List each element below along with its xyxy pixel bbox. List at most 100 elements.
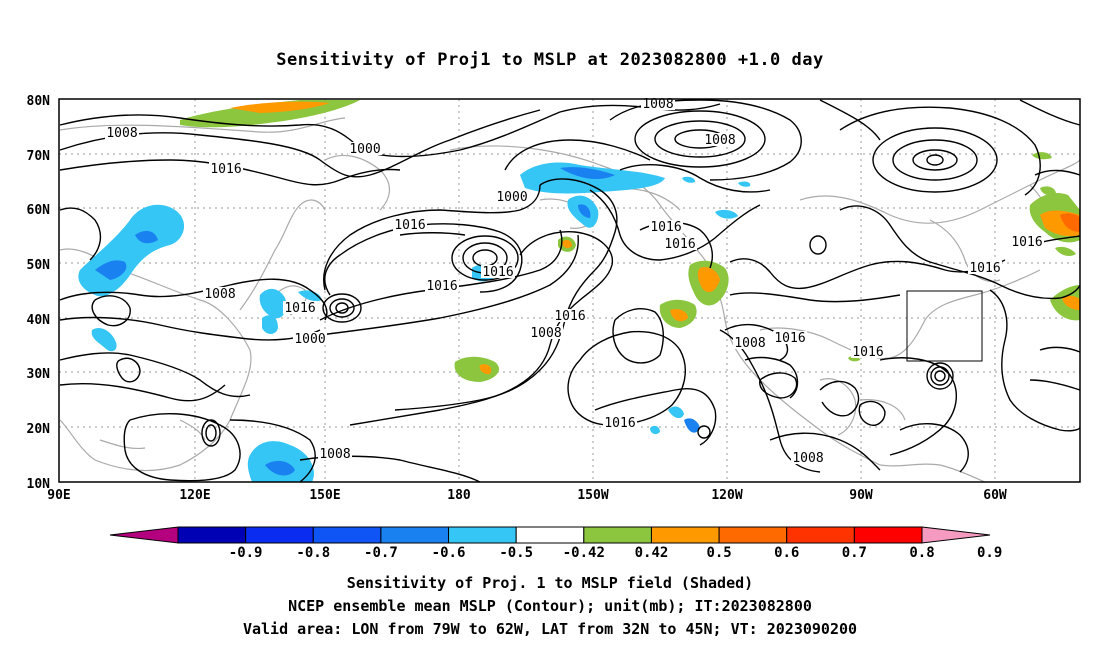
lon-label: 150E bbox=[309, 488, 340, 503]
contour-label-bg bbox=[283, 301, 317, 314]
contour-label: 1016 bbox=[604, 416, 635, 431]
lat-label: 30N bbox=[27, 367, 51, 382]
colorbar: -0.9 -0.8 -0.7 -0.6 -0.5 -0.42 0.42 0.5 0.6 0.7 0.… bbox=[109, 526, 1002, 561]
contour-label: 1008 bbox=[734, 336, 765, 351]
contour-label: 1000 bbox=[349, 142, 380, 157]
lon-label: 150W bbox=[577, 488, 608, 503]
lat-label: 70N bbox=[27, 149, 51, 164]
lat-label: 40N bbox=[27, 313, 51, 328]
colorbar-label: 0.9 bbox=[977, 545, 1002, 561]
colorbar-max-arrow bbox=[921, 526, 991, 544]
caption-contour: NCEP ensemble mean MSLP (Contour); unit(… bbox=[288, 597, 812, 615]
contour-label-bg bbox=[203, 287, 237, 300]
contour-label: 1008 bbox=[204, 287, 235, 302]
colorbar-segment bbox=[380, 526, 450, 544]
contour-label-bg bbox=[968, 261, 1002, 274]
caption-shading: Sensitivity of Proj. 1 to MSLP field (Sh… bbox=[346, 574, 754, 592]
colorbar-segment bbox=[245, 526, 314, 544]
contour-label-bg bbox=[603, 416, 637, 429]
contour-label-bg bbox=[773, 331, 807, 344]
contour-label: 1008 bbox=[106, 126, 137, 141]
colorbar-segment bbox=[448, 526, 517, 544]
contour-label: 1016 bbox=[664, 237, 695, 252]
contour-label-bg bbox=[703, 133, 737, 146]
lon-label: 60W bbox=[983, 488, 1007, 503]
contour-label-bg bbox=[348, 142, 382, 155]
mslp-contours bbox=[59, 99, 1081, 483]
contour-labels: 1008 1000 1016 1008 1016 1000 1008 1016 1016 1016… bbox=[105, 97, 1044, 466]
colorbar-segment bbox=[853, 526, 923, 544]
lon-label: 90W bbox=[849, 488, 873, 503]
contour-label-bg bbox=[641, 97, 675, 110]
lon-label: 120E bbox=[179, 488, 210, 503]
colorbar-label: -0.7 bbox=[364, 545, 398, 561]
lon-label: 90E bbox=[47, 488, 70, 503]
colorbar-label: 0.42 bbox=[635, 545, 669, 561]
colorbar-segment bbox=[583, 526, 652, 544]
contour-label: 1000 bbox=[496, 190, 527, 205]
colorbar-label: -0.8 bbox=[296, 545, 330, 561]
lat-label: 20N bbox=[27, 422, 51, 437]
contour-label: 1008 bbox=[530, 326, 561, 341]
contour-label-bg bbox=[529, 326, 563, 339]
plot-frame bbox=[58, 98, 1081, 483]
colorbar-min-arrow bbox=[109, 526, 179, 544]
lat-label: 80N bbox=[27, 94, 51, 109]
contour-label: 1016 bbox=[426, 279, 457, 294]
valid-area-box bbox=[906, 290, 983, 362]
figure-title: Sensitivity of Proj1 to MSLP at 20230828… bbox=[276, 50, 824, 70]
contour-label-bg bbox=[553, 309, 587, 322]
colorbar-label: 0.5 bbox=[706, 545, 731, 561]
contour-label: 1016 bbox=[210, 162, 241, 177]
contour-label-bg bbox=[105, 126, 139, 139]
colorbar-segment bbox=[718, 526, 788, 544]
contour-label: 1016 bbox=[284, 301, 315, 316]
contour-label-bg bbox=[293, 332, 327, 345]
contour-label: 1016 bbox=[394, 218, 425, 233]
contour-label: 1016 bbox=[554, 309, 585, 324]
contour-label: 1016 bbox=[482, 265, 513, 280]
colorbar-segment bbox=[650, 526, 720, 544]
contour-label: 1008 bbox=[704, 133, 735, 148]
colorbar-segment bbox=[786, 526, 855, 544]
lat-label: 50N bbox=[27, 258, 51, 273]
contour-label: 1016 bbox=[852, 345, 883, 360]
contour-label-bg bbox=[1010, 235, 1044, 248]
lat-label: 10N bbox=[27, 477, 51, 492]
contour-label-bg bbox=[318, 447, 352, 460]
lon-label: 180 bbox=[447, 488, 471, 503]
colorbar-label: -0.6 bbox=[432, 545, 466, 561]
longitude-labels: 90E 120E 150E 180 150W 120W 90W 60W bbox=[47, 488, 1007, 503]
contour-label-bg bbox=[495, 190, 529, 203]
contour-label-bg bbox=[425, 279, 459, 292]
colorbar-segment bbox=[312, 526, 382, 544]
colorbar-segment bbox=[515, 526, 585, 544]
contour-label: 1000 bbox=[294, 332, 325, 347]
lon-label: 120W bbox=[711, 488, 742, 503]
colorbar-label: 0.6 bbox=[774, 545, 799, 561]
contour-label: 1016 bbox=[1011, 235, 1042, 250]
caption-valid-area: Valid area: LON from 79W to 62W, LAT fro… bbox=[242, 620, 858, 638]
contour-label-bg bbox=[393, 218, 427, 231]
contour-label-bg bbox=[851, 345, 885, 358]
contour-label-bg bbox=[791, 451, 825, 464]
contour-label: 1016 bbox=[774, 331, 805, 346]
contour-label: 1016 bbox=[969, 261, 1000, 276]
colorbar-segment bbox=[177, 526, 247, 544]
contour-label: 1008 bbox=[792, 451, 823, 466]
lat-label: 60N bbox=[27, 203, 51, 218]
contour-label: 1008 bbox=[319, 447, 350, 462]
colorbar-label: 0.8 bbox=[909, 545, 934, 561]
contour-label-bg bbox=[663, 237, 697, 250]
colorbar-label: -0.42 bbox=[563, 545, 605, 561]
contour-label-bg bbox=[649, 220, 683, 233]
contour-label: 1016 bbox=[650, 220, 681, 235]
contour-label: 1008 bbox=[642, 97, 673, 112]
contour-label-bg bbox=[209, 162, 243, 175]
latitude-labels: 80N 70N 60N 50N 40N 30N 20N 10N bbox=[27, 94, 51, 492]
sensitivity-shading bbox=[78, 100, 1080, 482]
contour-label-bg bbox=[733, 336, 767, 349]
contour-label-bg bbox=[481, 265, 515, 278]
colorbar-label: -0.5 bbox=[499, 545, 533, 561]
